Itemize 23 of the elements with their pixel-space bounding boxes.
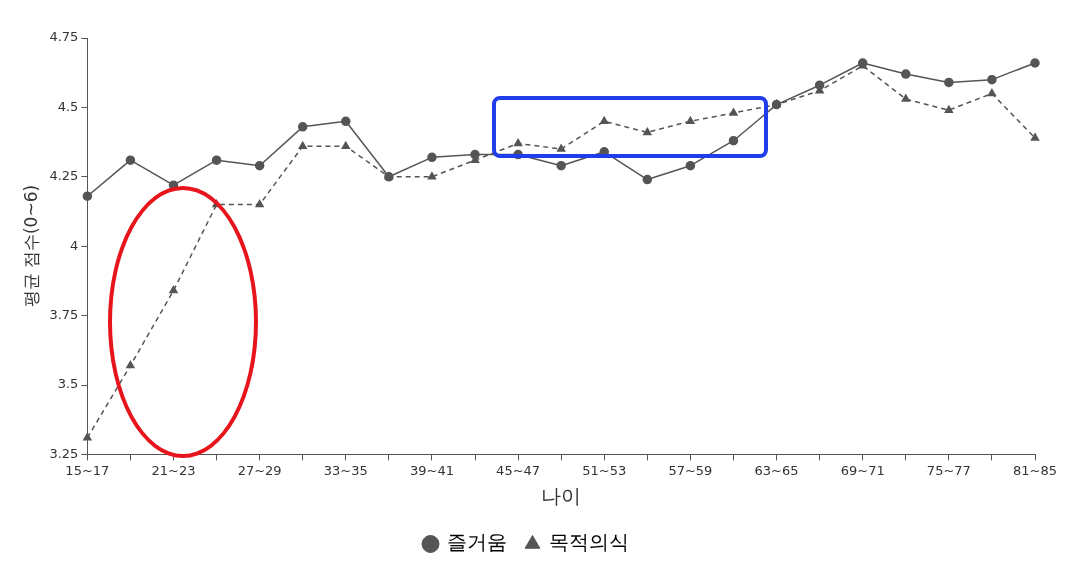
legend-label: 즐거움 (446, 530, 507, 555)
y-tick-label: 4.75 (49, 29, 79, 45)
x-tick-label: 75~77 (926, 462, 971, 478)
x-tick-label: 57~59 (668, 462, 713, 478)
y-tick-label: 3.5 (57, 376, 79, 392)
x-tick-label: 15~17 (65, 462, 110, 478)
y-tick-label: 4.5 (57, 98, 79, 114)
y-tick-label: 3.25 (49, 445, 79, 461)
y-tick-label: 4.25 (49, 168, 79, 184)
y-axis-title: 평균 점수(0~6) (20, 184, 41, 308)
x-tick-label: 69~71 (840, 462, 885, 478)
y-tick-label: 4 (70, 237, 79, 253)
x-tick-label: 51~53 (582, 462, 627, 478)
x-tick-label: 33~35 (323, 462, 368, 478)
x-tick-label: 63~65 (754, 462, 799, 478)
x-axis-title: 나이 (541, 484, 582, 509)
y-tick-label: 3.75 (49, 306, 79, 322)
x-tick-label: 45~47 (496, 462, 541, 478)
legend-label: 목적의식 (548, 530, 629, 555)
x-tick-label: 39~41 (409, 462, 454, 478)
x-tick-label: 27~29 (237, 462, 282, 478)
x-tick-label: 81~85 (1013, 462, 1057, 478)
x-tick-label: 21~23 (151, 462, 196, 478)
